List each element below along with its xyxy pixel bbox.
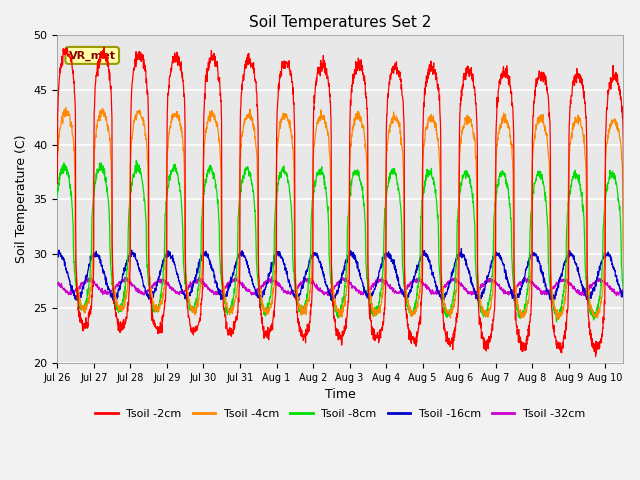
Y-axis label: Soil Temperature (C): Soil Temperature (C): [15, 135, 28, 264]
Text: VR_met: VR_met: [68, 50, 116, 60]
X-axis label: Time: Time: [325, 388, 356, 401]
Title: Soil Temperatures Set 2: Soil Temperatures Set 2: [249, 15, 431, 30]
Legend: Tsoil -2cm, Tsoil -4cm, Tsoil -8cm, Tsoil -16cm, Tsoil -32cm: Tsoil -2cm, Tsoil -4cm, Tsoil -8cm, Tsoi…: [91, 404, 590, 423]
